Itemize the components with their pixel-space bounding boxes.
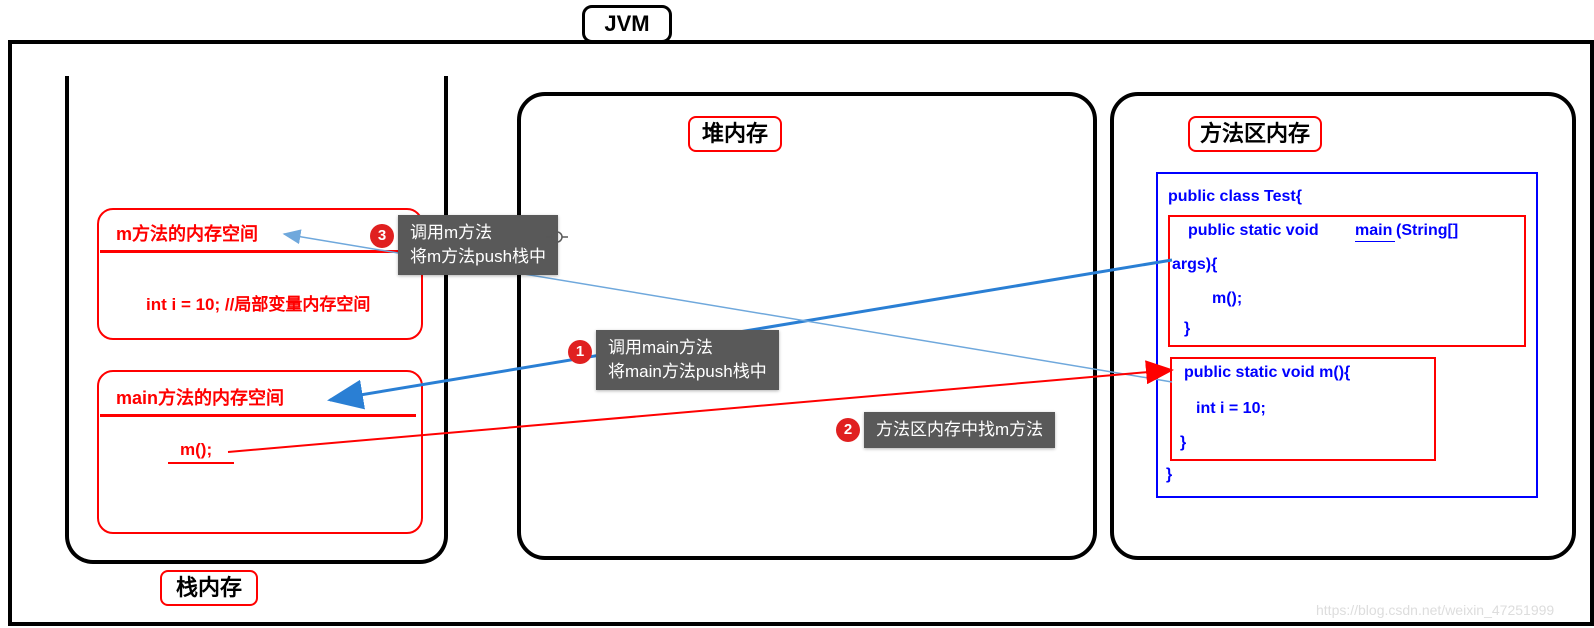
- methodarea-label: 方法区内存: [1188, 116, 1322, 152]
- heap-region: [517, 92, 1097, 560]
- code-m-brace: }: [1180, 434, 1186, 452]
- stack-frame-main-title: main方法的内存空间: [116, 384, 284, 410]
- code-main-sig-1: public static void: [1188, 222, 1323, 240]
- code-main-underline: [1355, 241, 1395, 242]
- stack-frame-m-divider: [100, 250, 416, 253]
- code-m-body: int i = 10;: [1196, 400, 1266, 418]
- code-main-sig-main: main: [1355, 222, 1392, 240]
- stack-frame-m-title: m方法的内存空间: [116, 220, 258, 246]
- code-m-sig: public static void m(){: [1184, 364, 1350, 382]
- stack-label: 栈内存: [160, 570, 258, 606]
- jvm-title-box: JVM: [582, 5, 672, 43]
- code-main-sig-3: (String[]: [1396, 222, 1458, 240]
- heap-label: 堆内存: [688, 116, 782, 152]
- callout-badge-1: 1: [568, 340, 592, 364]
- stack-frame-main-divider: [100, 414, 416, 417]
- callout-2: 方法区内存中找m方法: [864, 412, 1055, 448]
- code-main-brace: }: [1184, 320, 1190, 338]
- stack-frame-m-body: int i = 10; //局部变量内存空间: [146, 290, 370, 315]
- code-class-close-brace: }: [1166, 466, 1172, 484]
- code-class-decl: public class Test{: [1168, 188, 1302, 206]
- code-main-body: m();: [1212, 290, 1242, 308]
- callout-badge-3: 3: [370, 224, 394, 248]
- callout-3: 调用m方法 将m方法push栈中: [398, 215, 558, 275]
- stack-frame-main-body: m();: [180, 440, 212, 460]
- watermark-text: https://blog.csdn.net/weixin_47251999: [1316, 602, 1554, 618]
- callout-badge-2: 2: [836, 418, 860, 442]
- code-main-args: args){: [1172, 256, 1217, 274]
- callout-1: 调用main方法 将main方法push栈中: [596, 330, 779, 390]
- crosshair-icon: [546, 226, 568, 253]
- stack-frame-main-body-underline: [168, 462, 234, 464]
